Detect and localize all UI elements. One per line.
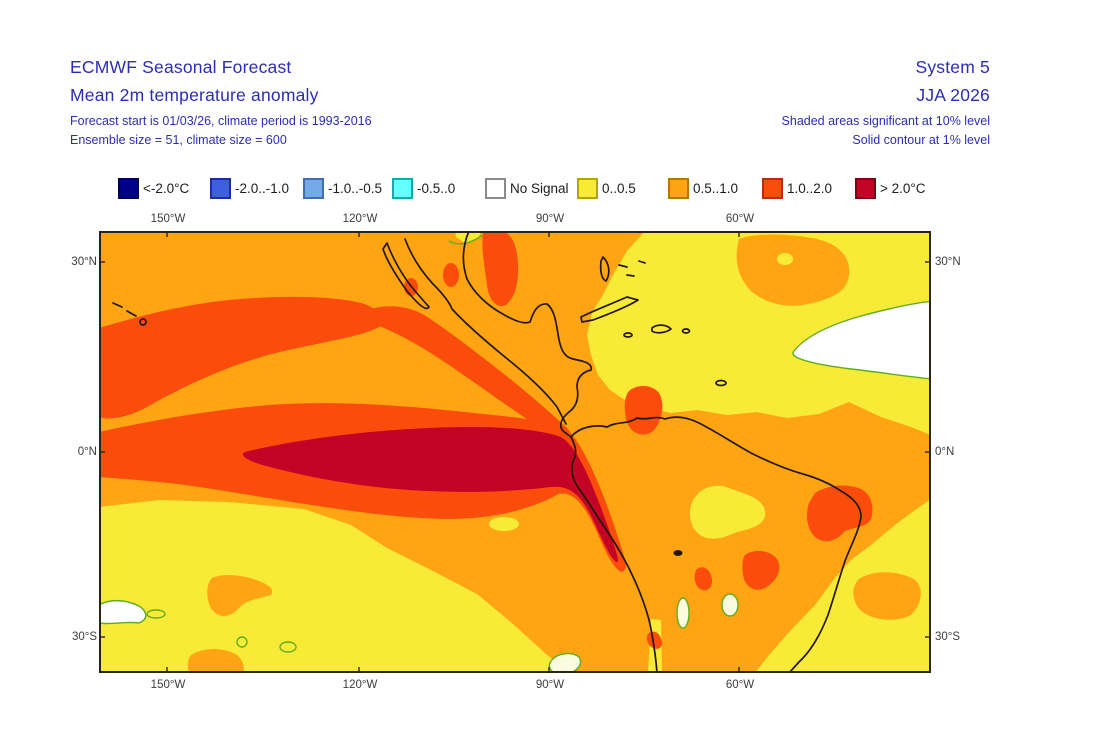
axis-label-right: 30°N: [935, 256, 961, 268]
season-label: JJA 2026: [916, 85, 990, 105]
axis-label-bottom: 60°W: [725, 679, 755, 691]
legend-swatch: [118, 177, 139, 199]
legend-swatch: [577, 177, 598, 199]
map-frame: [99, 231, 931, 673]
legend-item: -1.0..-0.5: [303, 177, 382, 199]
legend-item: > 2.0°C: [855, 177, 926, 199]
legend-item: No Signal: [485, 177, 569, 199]
legend-item: 1.0..2.0: [762, 177, 832, 199]
forecast-map: [99, 231, 931, 673]
ensemble-size-note: Ensemble size = 51, climate size = 600: [70, 133, 287, 147]
anomaly-contour-map: [99, 231, 931, 673]
coastlines: [112, 231, 862, 673]
legend-swatch: [762, 177, 783, 199]
significance-contours: [99, 234, 739, 673]
legend-swatch: [485, 177, 506, 199]
legend-item: 0.5..1.0: [668, 177, 738, 199]
legend-label: No Signal: [510, 180, 569, 196]
el-nino-tongue: [242, 427, 618, 563]
legend-label: -2.0..-1.0: [235, 180, 290, 196]
axis-label-right: 30°S: [935, 631, 961, 643]
axis-label-top: 90°W: [535, 213, 565, 225]
figure-title: ECMWF Seasonal Forecast: [70, 57, 292, 77]
axis-label-top: 150°W: [150, 213, 186, 225]
legend-item: -0.5..0: [392, 177, 455, 199]
legend-label: 1.0..2.0: [787, 180, 833, 196]
legend-label: -0.5..0: [417, 180, 456, 196]
axis-label-top: 120°W: [342, 213, 378, 225]
legend-label: > 2.0°C: [880, 180, 926, 196]
legend-label: 0..0.5: [602, 180, 636, 196]
forecast-start-note: Forecast start is 01/03/26, climate peri…: [70, 114, 372, 128]
axis-label-top: 60°W: [725, 213, 755, 225]
axis-label-right: 0°N: [935, 446, 955, 458]
legend-item: <-2.0°C: [118, 177, 189, 199]
axis-label-left: 30°N: [71, 256, 97, 268]
legend-item: -2.0..-1.0: [210, 177, 289, 199]
axis-label-bottom: 150°W: [150, 679, 186, 691]
orange-inclusions: [187, 234, 921, 673]
figure-subtitle: Mean 2m temperature anomaly: [70, 85, 319, 105]
legend-label: 0.5..1.0: [693, 180, 739, 196]
axis-label-bottom: 120°W: [342, 679, 378, 691]
significance-note: Shaded areas significant at 10% level: [781, 114, 990, 128]
legend-swatch: [668, 177, 689, 199]
axis-label-left: 30°S: [71, 631, 97, 643]
legend-swatch: [303, 177, 324, 199]
hawaii-islands: [112, 302, 137, 317]
lake-titicaca: [673, 550, 683, 556]
south-america-coast: [570, 416, 862, 673]
legend-swatch: [392, 177, 413, 199]
legend-item: 0..0.5: [577, 177, 636, 199]
legend-swatch: [210, 177, 231, 199]
axis-label-left: 0°N: [77, 446, 97, 458]
legend-label: <-2.0°C: [143, 180, 190, 196]
legend-label: -1.0..-0.5: [328, 180, 383, 196]
axis-label-bottom: 90°W: [535, 679, 565, 691]
yellow-anomaly-regions: [99, 231, 931, 673]
legend-swatch: [855, 177, 876, 199]
system-label: System 5: [915, 57, 990, 77]
contour-note: Solid contour at 1% level: [852, 133, 990, 147]
no-signal-region: [792, 300, 931, 380]
